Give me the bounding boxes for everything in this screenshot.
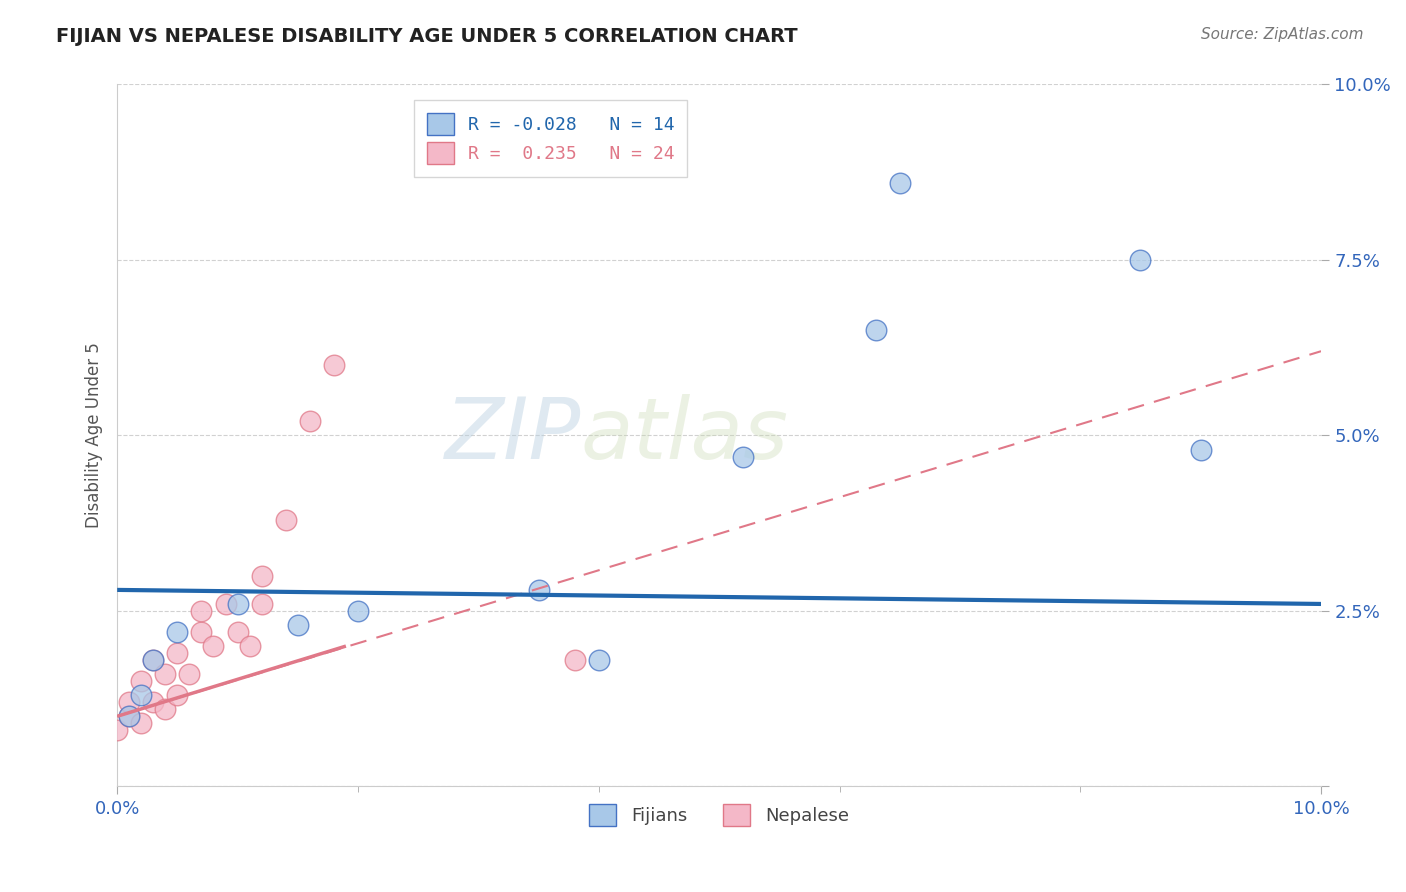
Point xyxy=(588,653,610,667)
Point xyxy=(226,625,249,640)
Point xyxy=(118,695,141,709)
Point xyxy=(865,323,887,337)
Point xyxy=(105,723,128,738)
Point xyxy=(274,513,297,527)
Point xyxy=(166,625,188,640)
Point xyxy=(190,625,212,640)
Point xyxy=(118,709,141,723)
Point xyxy=(527,582,550,597)
Point xyxy=(250,597,273,611)
Point xyxy=(250,569,273,583)
Text: atlas: atlas xyxy=(581,394,789,477)
Point xyxy=(129,674,152,689)
Point xyxy=(202,639,225,653)
Text: Source: ZipAtlas.com: Source: ZipAtlas.com xyxy=(1201,27,1364,42)
Text: ZIP: ZIP xyxy=(444,394,581,477)
Point xyxy=(166,646,188,660)
Point xyxy=(129,688,152,702)
Point xyxy=(129,716,152,731)
Point xyxy=(142,653,165,667)
Point xyxy=(155,667,177,681)
Point xyxy=(239,639,262,653)
Point xyxy=(287,618,309,632)
Text: FIJIAN VS NEPALESE DISABILITY AGE UNDER 5 CORRELATION CHART: FIJIAN VS NEPALESE DISABILITY AGE UNDER … xyxy=(56,27,797,45)
Point xyxy=(142,653,165,667)
Point xyxy=(190,604,212,618)
Point xyxy=(142,695,165,709)
Point xyxy=(179,667,201,681)
Point xyxy=(118,709,141,723)
Point xyxy=(322,358,344,372)
Y-axis label: Disability Age Under 5: Disability Age Under 5 xyxy=(86,343,103,528)
Point xyxy=(226,597,249,611)
Legend: Fijians, Nepalese: Fijians, Nepalese xyxy=(582,797,856,834)
Point xyxy=(166,688,188,702)
Point xyxy=(1129,252,1152,267)
Point xyxy=(733,450,755,464)
Point xyxy=(155,702,177,716)
Point xyxy=(347,604,370,618)
Point xyxy=(1189,442,1212,457)
Point xyxy=(298,414,321,428)
Point xyxy=(564,653,586,667)
Point xyxy=(214,597,236,611)
Point xyxy=(889,176,911,190)
